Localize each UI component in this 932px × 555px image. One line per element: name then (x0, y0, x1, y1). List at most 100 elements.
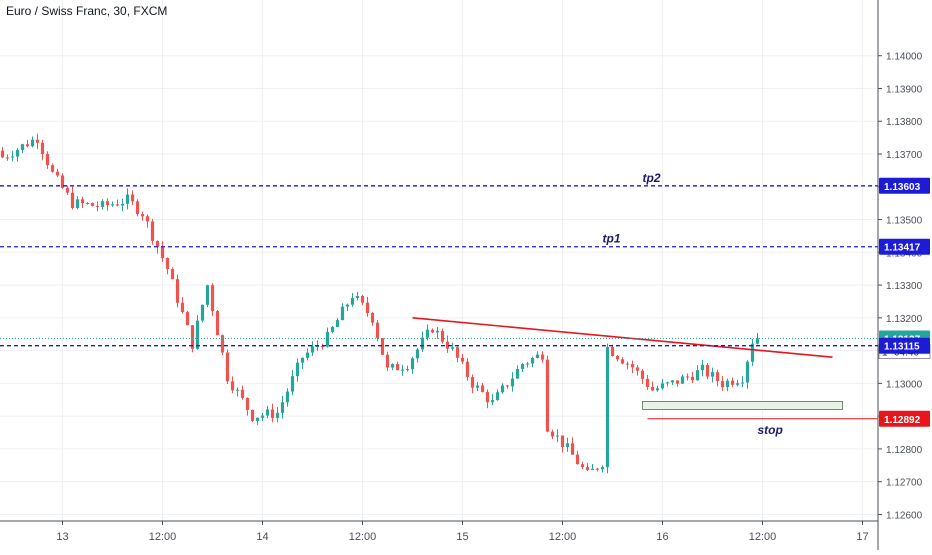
candle-body (225, 352, 230, 382)
candle-body (690, 376, 695, 381)
y-tick-label: 1.13500 (886, 216, 923, 227)
x-tick-label: 12:00 (749, 531, 777, 543)
candle-body (210, 285, 215, 312)
candle-body (195, 320, 200, 349)
candle-body (40, 142, 45, 154)
candle-body (585, 467, 590, 470)
candle-body (550, 431, 555, 437)
candle-body (0, 150, 5, 158)
x-tick-label: 14 (256, 531, 268, 543)
x-tick-label: 15 (456, 531, 468, 543)
candle-body (230, 381, 235, 391)
candle-body (710, 372, 715, 377)
x-tick-label: 16 (656, 531, 668, 543)
candle-body (755, 338, 760, 344)
candle-body (440, 330, 445, 342)
candle-body (735, 383, 740, 385)
candle-body (250, 409, 255, 421)
candle-body (320, 346, 325, 348)
candle-body (630, 364, 635, 368)
candle-body (140, 214, 145, 217)
candle-body (435, 330, 440, 333)
candle-body (635, 367, 640, 371)
candle-body (345, 304, 350, 307)
candle-body (420, 337, 425, 350)
candle-body (145, 216, 150, 222)
tag-tp1-bg (879, 238, 930, 255)
candle-body (240, 389, 245, 398)
candle-body (80, 199, 85, 204)
candle-body (370, 313, 375, 323)
candle-body (130, 194, 135, 202)
candle-body (555, 435, 560, 437)
candle-body (10, 156, 15, 158)
tag-tp2-bg (879, 177, 930, 194)
y-tick-label: 1.13800 (886, 117, 923, 128)
candle-body (260, 415, 265, 418)
candle-body (175, 279, 180, 303)
candle-body (590, 468, 595, 470)
candle-body (365, 302, 370, 314)
candle-body (60, 175, 65, 188)
candle-body (255, 417, 260, 421)
candle-body (65, 187, 70, 193)
candle-body (235, 389, 240, 391)
stop-label: stop (758, 423, 783, 437)
candle-body (675, 380, 680, 384)
candle-body (695, 370, 700, 381)
candle-body (360, 295, 365, 303)
candle-body (35, 139, 40, 143)
candle-body (150, 221, 155, 241)
candle-body (295, 362, 300, 377)
candle-body (165, 258, 170, 270)
candle-body (475, 385, 480, 388)
tag-stop-text: 1.12892 (884, 415, 921, 426)
candle-body (205, 285, 210, 305)
candle-body (505, 385, 510, 387)
candle-body (350, 297, 355, 305)
candle-body (720, 381, 725, 388)
tag-stop-bg (879, 410, 930, 427)
candle-body (500, 385, 505, 393)
level-label-tp2: tp2 (643, 171, 661, 185)
candle-body (620, 359, 625, 364)
chart-title: Euro / Swiss Franc, 30, FXCM (6, 4, 168, 18)
candle-body (55, 171, 60, 176)
support-zone-rect (642, 400, 843, 410)
candle-body (280, 402, 285, 413)
candle-body (470, 377, 475, 388)
tag-tp1-text: 1.13417 (884, 243, 921, 254)
x-tick-label: 12:00 (149, 531, 177, 543)
candle-body (450, 347, 455, 349)
candle-body (645, 378, 650, 388)
candle-body (265, 409, 270, 416)
candle-body (330, 326, 335, 332)
candle-body (685, 376, 690, 378)
x-tick-label: 13 (56, 531, 68, 543)
candle-body (480, 385, 485, 392)
candle-body (170, 269, 175, 280)
candle-body (45, 153, 50, 166)
candle-body (565, 443, 570, 447)
candle-body (520, 364, 525, 369)
candle-body (680, 376, 685, 384)
y-tick-label: 1.14000 (886, 52, 923, 63)
candle-body (405, 369, 410, 371)
candle-body (5, 157, 10, 159)
candle-body (155, 240, 160, 248)
candle-body (375, 322, 380, 339)
candle-body (650, 387, 655, 391)
candle-body (285, 391, 290, 403)
tag-tp2-text: 1.13603 (884, 182, 921, 193)
candle-body (335, 320, 340, 327)
tag-entry-bg (879, 337, 930, 354)
x-tick-label: 12:00 (349, 531, 377, 543)
candle-body (515, 368, 520, 379)
candle-body (705, 364, 710, 377)
y-tick-label: 1.13200 (886, 314, 923, 325)
candle-body (325, 331, 330, 347)
y-tick-label: 1.12800 (886, 445, 923, 456)
candle-body (535, 354, 540, 359)
